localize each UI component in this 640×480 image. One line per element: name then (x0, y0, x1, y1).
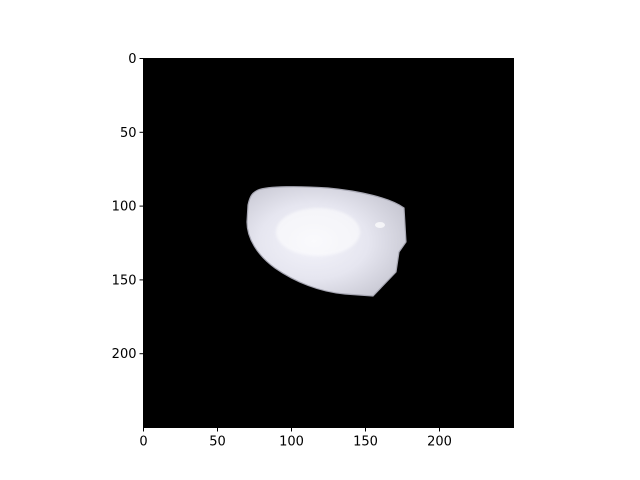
x-tick-label: 50 (209, 435, 226, 450)
grain-object (246, 186, 407, 297)
x-tick-label: 0 (139, 435, 147, 450)
y-tick-label: 0 (128, 52, 136, 67)
y-tick-label: 200 (112, 347, 137, 362)
x-tick-label: 100 (279, 435, 304, 450)
x-axis: 0 50 100 150 200 (139, 427, 452, 450)
x-tick-label: 200 (427, 435, 452, 450)
y-tick-label: 150 (112, 273, 137, 288)
grain-spot (375, 222, 385, 228)
y-axis: 0 50 100 150 200 (112, 52, 144, 362)
x-tick-label: 150 (353, 435, 378, 450)
y-tick-label: 100 (112, 200, 137, 215)
y-tick-label: 50 (120, 126, 137, 141)
axes-frame (143, 58, 514, 428)
grain-highlight (276, 208, 360, 256)
